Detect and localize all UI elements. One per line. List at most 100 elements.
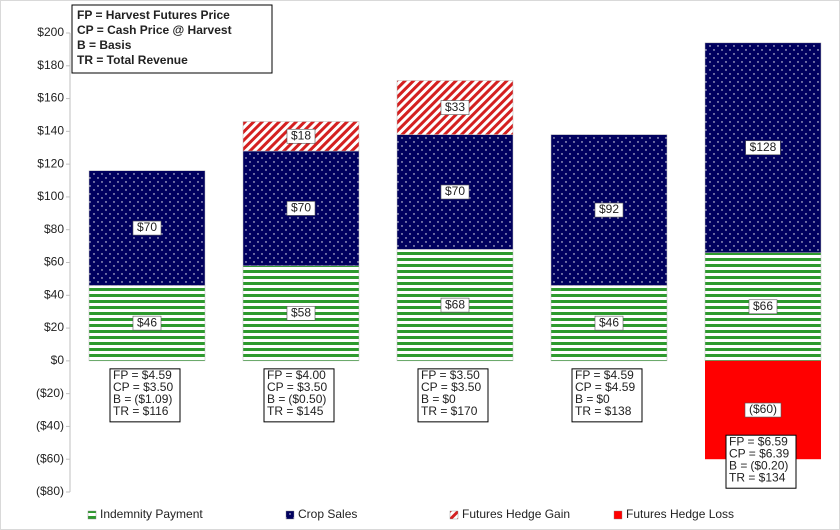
info-cp: CP = $3.50 (421, 380, 481, 394)
key-text: FP = Harvest Futures Price (77, 8, 230, 22)
legend-swatch (285, 510, 295, 520)
key-text: TR = Total Revenue (77, 53, 188, 67)
value-label-text: $70 (445, 184, 465, 198)
y-tick-label: $80 (44, 222, 64, 236)
info-basis-label: B = (267, 392, 285, 406)
value-label-box (132, 220, 162, 236)
info-tr: TR = $170 (421, 404, 478, 418)
legend-swatch (449, 510, 459, 520)
info-tr: TR = $138 (575, 404, 632, 418)
value-label-text: $70 (291, 201, 311, 215)
y-tick-label: $60 (44, 255, 64, 269)
legend-label: Futures Hedge Gain (462, 507, 570, 521)
value-label-box (440, 297, 470, 313)
info-tr: TR = $134 (729, 470, 786, 484)
info-frame (725, 434, 797, 489)
value-label-box (286, 306, 316, 321)
info-basis: $0 (596, 392, 610, 406)
value-label-text: $66 (753, 299, 773, 313)
value-label-box (132, 315, 162, 331)
info-frame (263, 368, 335, 423)
value-label: $68 (440, 297, 470, 313)
bar-segment (704, 42, 822, 253)
value-label-text: $58 (291, 305, 311, 319)
value-label-box (440, 100, 470, 115)
y-tick-label: $160 (37, 91, 64, 105)
value-label: $70 (440, 184, 470, 200)
y-tick-label: $100 (37, 189, 64, 203)
value-label-box (744, 402, 782, 418)
key-text: CP = Cash Price @ Harvest (77, 23, 232, 37)
info-frame (109, 368, 181, 423)
info-tr: TR = $145 (267, 404, 324, 418)
value-label: $128 (745, 140, 781, 156)
info-basis-label: B = (575, 392, 593, 406)
y-tick-label: ($20) (36, 386, 64, 400)
y-tick-label: ($80) (36, 484, 64, 498)
info-cp: CP = $6.39 (729, 446, 789, 460)
value-label-box (594, 202, 624, 218)
value-label-text: $70 (137, 220, 157, 234)
y-tick-label: $0 (51, 353, 65, 367)
value-label-text: ($60) (749, 402, 777, 416)
info-fp: FP = $3.50 (421, 368, 480, 382)
value-label-box (745, 140, 781, 156)
value-label-text: $18 (291, 128, 311, 142)
value-label: $46 (132, 315, 162, 331)
info-frame (417, 368, 489, 423)
y-tick-label: ($60) (36, 451, 64, 465)
info-frame (571, 368, 643, 423)
info-cp: CP = $3.50 (267, 380, 327, 394)
info-basis: $0 (442, 392, 456, 406)
value-label: $70 (286, 201, 316, 216)
legend-swatch (87, 510, 97, 520)
y-tick-label: $40 (44, 287, 64, 301)
value-label-box (286, 128, 316, 144)
info-fp: FP = $4.59 (113, 368, 172, 382)
y-tick-label: $20 (44, 320, 64, 334)
info-cp: CP = $3.50 (113, 380, 173, 394)
value-label-box (440, 184, 470, 200)
info-basis-label: B = (729, 458, 747, 472)
key-text: B = Basis (77, 38, 132, 52)
value-label-box (594, 315, 624, 331)
info-basis-label: B = (113, 392, 131, 406)
value-label: $70 (132, 220, 162, 236)
value-label-box (748, 299, 778, 315)
value-label-text: $33 (445, 100, 465, 114)
info-basis: ($0.50) (288, 392, 326, 406)
info-fp: FP = $4.00 (267, 368, 326, 382)
value-label: $33 (440, 100, 470, 115)
legend-label: Futures Hedge Loss (626, 507, 734, 521)
info-basis-label: B = (421, 392, 439, 406)
value-label: $46 (594, 315, 624, 331)
info-tr: TR = $116 (113, 404, 169, 418)
value-label-text: $46 (137, 315, 157, 329)
info-fp: FP = $4.59 (575, 368, 634, 382)
value-label-text: $68 (445, 297, 465, 311)
y-tick-label: $180 (37, 58, 64, 72)
value-label-box (286, 201, 316, 216)
info-basis: ($0.20) (750, 458, 788, 472)
key-frame (71, 4, 273, 74)
value-label: $66 (748, 299, 778, 315)
legend-label: Crop Sales (298, 507, 357, 521)
y-tick-label: $120 (37, 156, 64, 170)
info-cp: CP = $4.59 (575, 380, 635, 394)
legend-swatch (613, 510, 623, 520)
value-label-text: $128 (750, 140, 777, 154)
value-label: ($60) (744, 402, 782, 418)
value-label: $18 (286, 128, 316, 144)
value-label-text: $46 (599, 315, 619, 329)
y-tick-label: ($40) (36, 419, 64, 433)
value-label-text: $92 (599, 202, 619, 216)
value-label: $92 (594, 202, 624, 218)
legend-label: Indemnity Payment (100, 507, 203, 521)
info-basis: ($1.09) (134, 392, 172, 406)
